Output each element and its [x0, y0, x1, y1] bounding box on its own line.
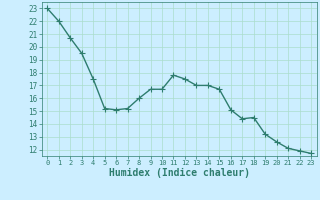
X-axis label: Humidex (Indice chaleur): Humidex (Indice chaleur): [109, 168, 250, 178]
